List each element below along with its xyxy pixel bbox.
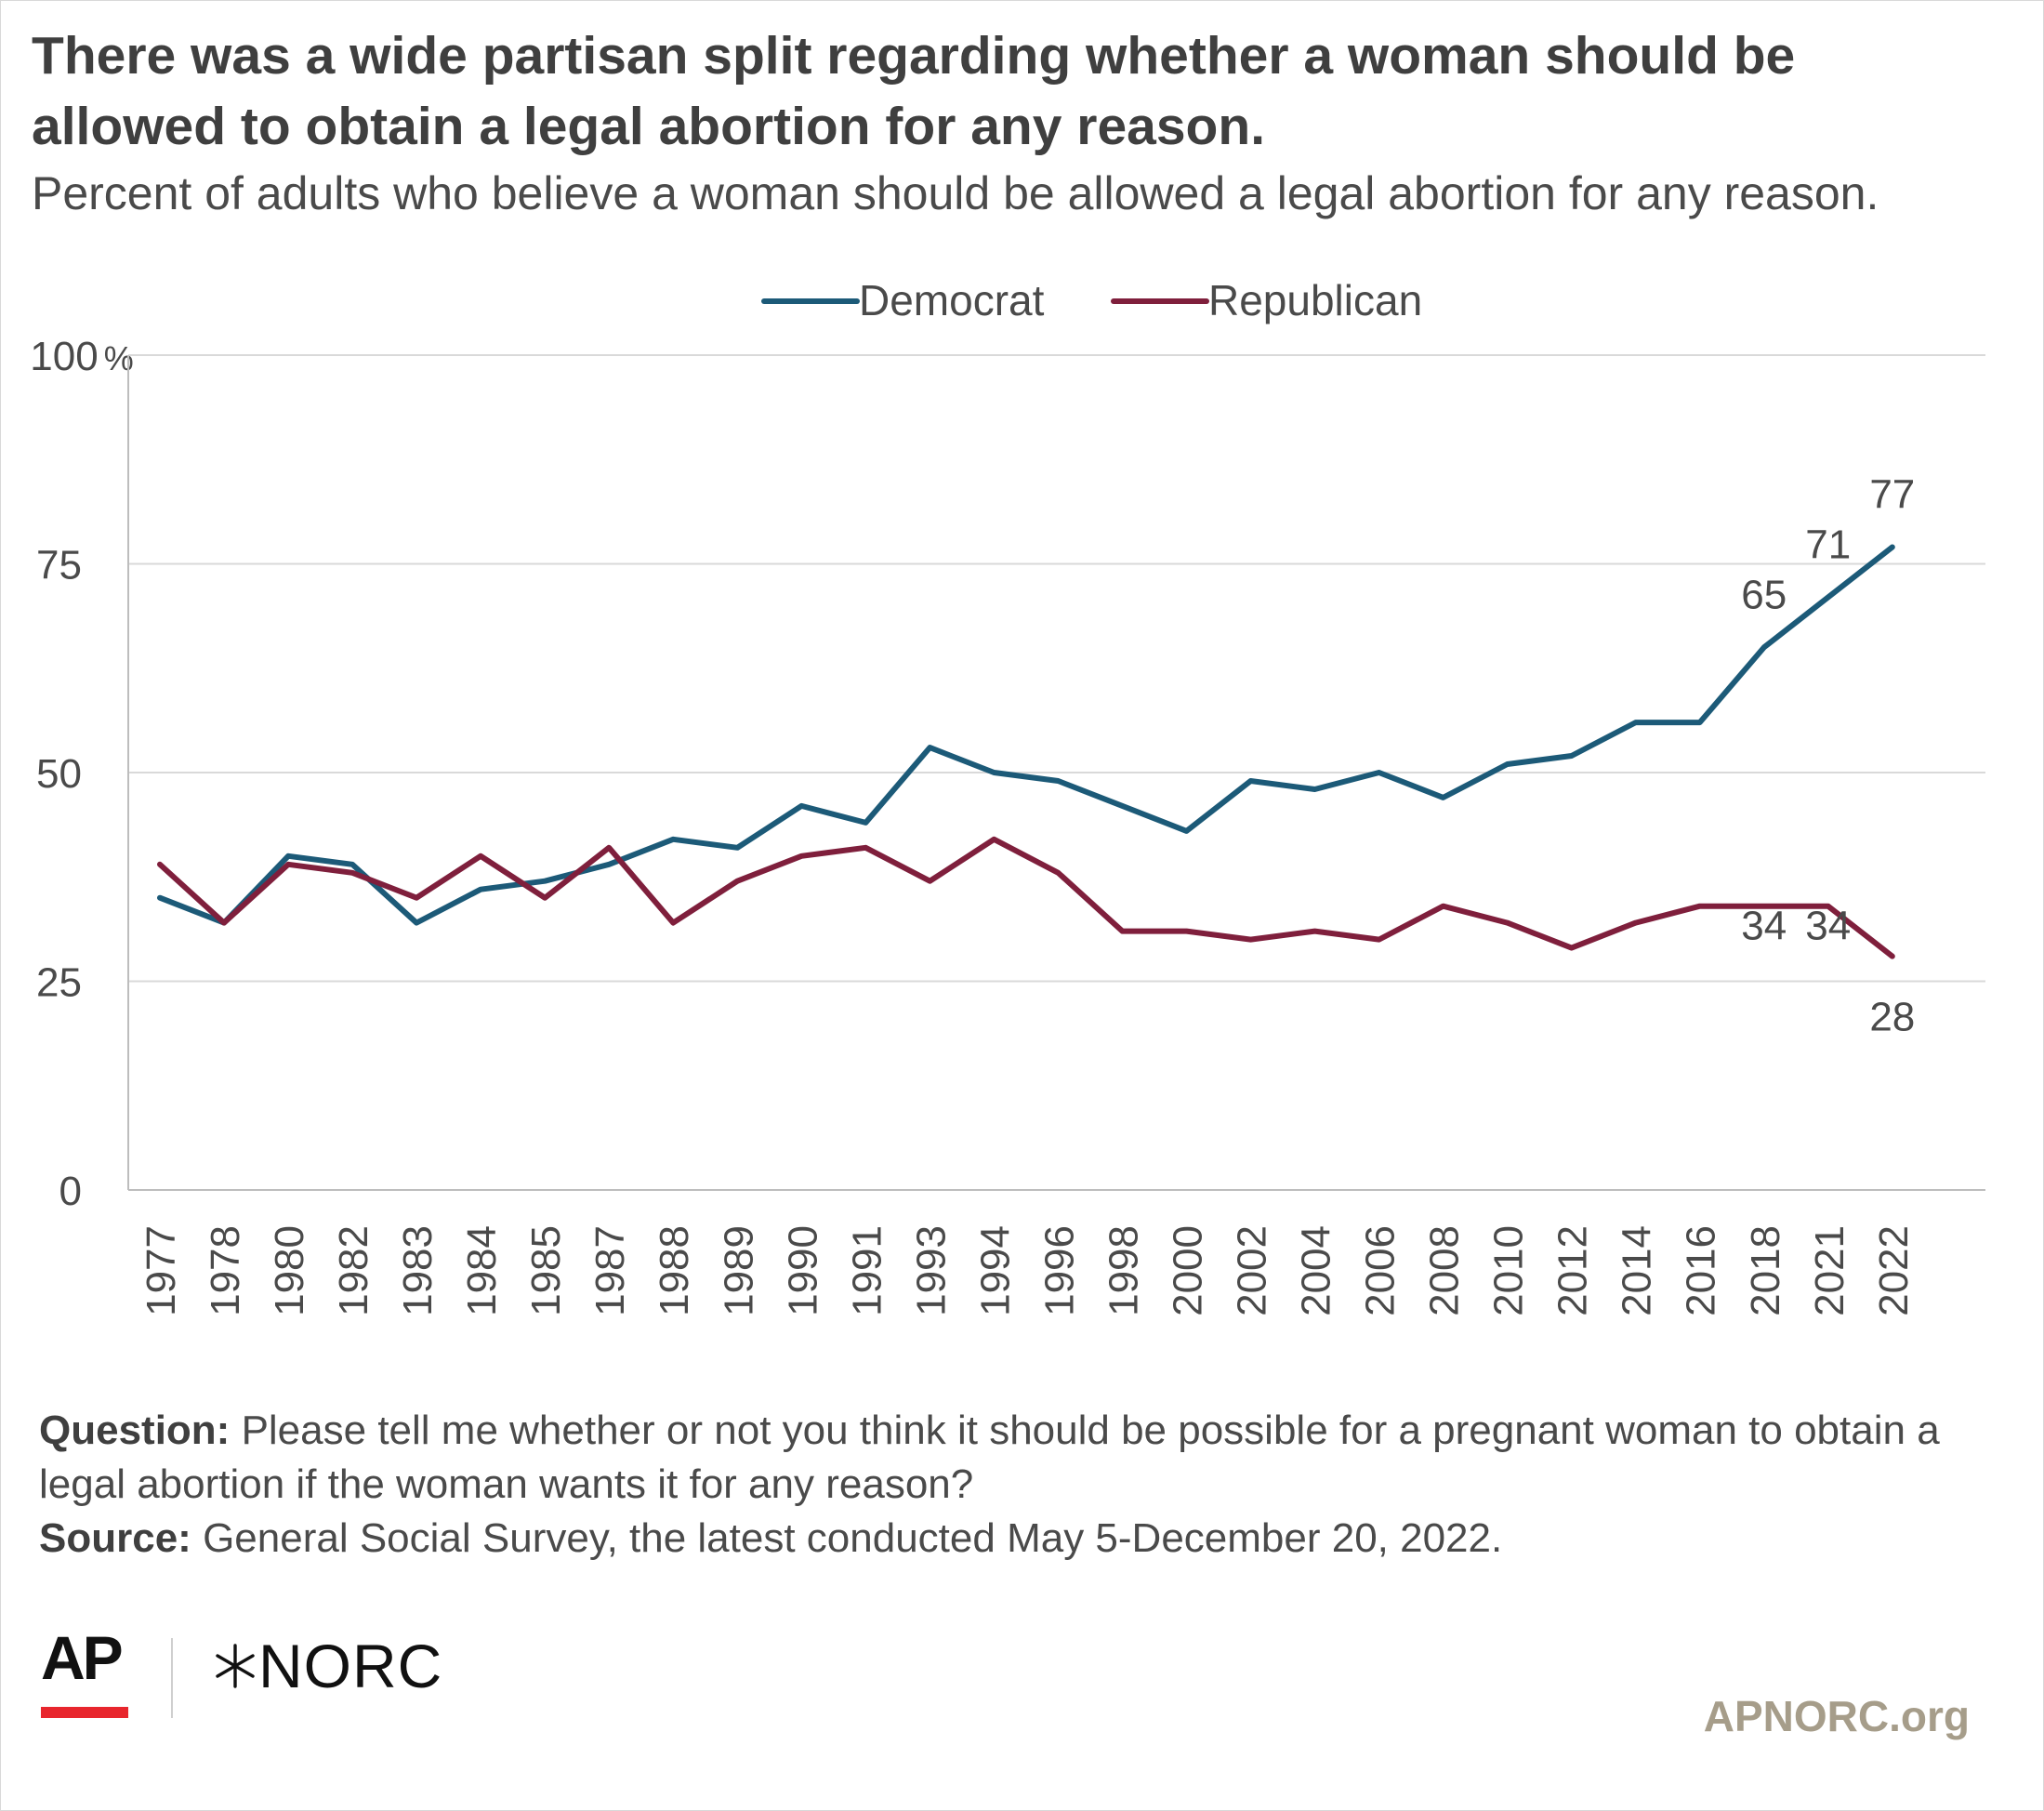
norc-logo: NORC [212, 1629, 442, 1703]
norc-star-icon [216, 1644, 255, 1688]
norc-wordmark: NORC [258, 1632, 443, 1700]
chart-title: There was a wide partisan split regardin… [32, 26, 1796, 156]
x-tick-label-1984: 1984 [459, 1225, 505, 1316]
question-text: Please tell me whether or not you think … [39, 1408, 1940, 1507]
line-chart: 0 25 50 75 100 % 1977 1978 1980 1982 1983 1984 1985 1… [30, 276, 1985, 1316]
x-tick-label-1993: 1993 [908, 1225, 954, 1316]
series-line-republican [157, 836, 1895, 959]
y-tick-label-0: 0 [59, 1169, 82, 1214]
data-label-republican-2021: 34 [1805, 904, 1851, 949]
logo-divider [171, 1638, 173, 1718]
x-tick-label-1983: 1983 [395, 1225, 441, 1316]
legend-label-republican: Republican [1208, 276, 1422, 324]
x-tick-label-2006: 2006 [1358, 1225, 1404, 1316]
x-tick-label-1994: 1994 [972, 1225, 1018, 1316]
x-tick-label-1987: 1987 [587, 1225, 633, 1316]
y-tick-label-25: 25 [36, 960, 82, 1006]
data-label-democrat-2022: 77 [1869, 472, 1915, 518]
x-tick-label-2021: 2021 [1807, 1225, 1853, 1316]
x-tick-label-2018: 2018 [1743, 1225, 1788, 1316]
series-line-democrat [157, 544, 1895, 926]
x-tick-label-1978: 1978 [203, 1225, 248, 1316]
y-tick-label-100: 100% [30, 334, 133, 379]
data-label-republican-2022: 28 [1869, 995, 1915, 1040]
x-tick-label-1989: 1989 [716, 1225, 761, 1316]
x-tick-label-1991: 1991 [844, 1225, 890, 1316]
x-tick-label-2012: 2012 [1550, 1225, 1596, 1316]
x-tick-label-2000: 2000 [1165, 1225, 1210, 1316]
ap-logo: AP [41, 1625, 128, 1718]
x-tick-label-2002: 2002 [1230, 1225, 1275, 1316]
source-label: Source: [39, 1515, 191, 1561]
x-tick-label-2022: 2022 [1871, 1225, 1917, 1316]
x-tick-label-1985: 1985 [523, 1225, 569, 1316]
data-label-republican-2018: 34 [1741, 904, 1787, 949]
y-tick-label-50: 50 [36, 751, 82, 797]
question-label: Question: [39, 1408, 231, 1453]
data-label-democrat-2021: 71 [1805, 522, 1851, 567]
legend-label-democrat: Democrat [859, 276, 1045, 324]
x-tick-label-1977: 1977 [138, 1225, 184, 1316]
chart-notes: Question: Please tell me whether or not … [39, 1404, 1991, 1566]
ap-red-bar [41, 1707, 128, 1718]
x-tick-label-2016: 2016 [1679, 1225, 1724, 1316]
x-tick-label-1988: 1988 [652, 1225, 697, 1316]
x-tick-label-2010: 2010 [1486, 1225, 1532, 1316]
x-tick-label-1980: 1980 [267, 1225, 312, 1316]
x-tick-label-1998: 1998 [1101, 1225, 1146, 1316]
x-tick-label-1990: 1990 [780, 1225, 825, 1316]
x-tick-label-2004: 2004 [1294, 1225, 1339, 1316]
x-tick-label-2008: 2008 [1422, 1225, 1468, 1316]
x-tick-label-1982: 1982 [331, 1225, 376, 1316]
x-tick-label-2014: 2014 [1615, 1225, 1660, 1316]
chart-subtitle: Percent of adults who believe a woman sh… [32, 167, 1879, 219]
question-note: Question: Please tell me whether or not … [39, 1404, 1991, 1512]
site-url: APNORC.org [1703, 1692, 1970, 1740]
source-note: Source: General Social Survey, the lates… [39, 1512, 1991, 1566]
ap-wordmark: AP [41, 1623, 124, 1692]
source-text: General Social Survey, the latest conduc… [203, 1515, 1503, 1561]
y-tick-label-75: 75 [36, 543, 82, 588]
data-label-democrat-2018: 65 [1741, 572, 1787, 617]
x-tick-label-1996: 1996 [1036, 1225, 1082, 1316]
